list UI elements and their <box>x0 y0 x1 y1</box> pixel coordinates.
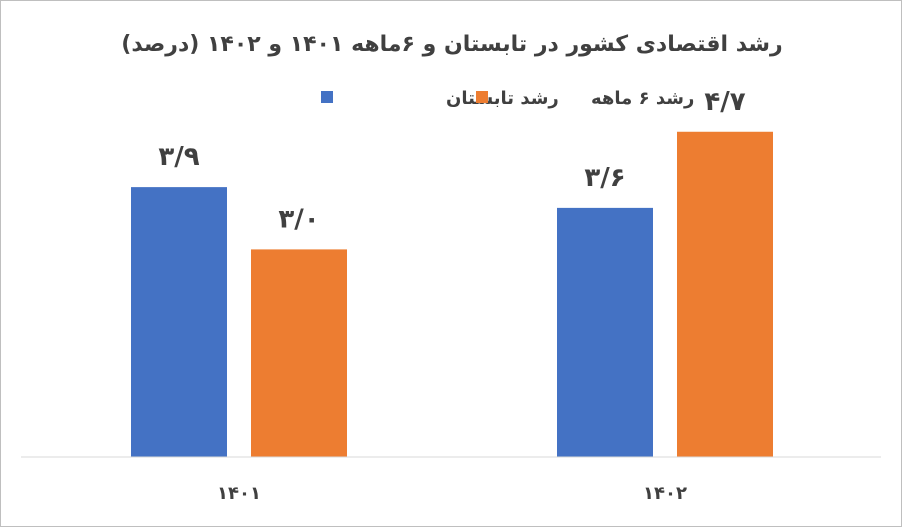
bar-1-0[interactable] <box>557 207 653 457</box>
bar-0-0[interactable] <box>131 187 227 457</box>
bar-0-1[interactable] <box>251 249 347 457</box>
category-label-1: ۱۴۰۲ <box>643 483 687 504</box>
category-labels-group: ۱۴۰۱ ۱۴۰۲ <box>217 483 687 504</box>
data-label-1-1: ۴/۷ <box>704 87 745 117</box>
legend-label-six-month: رشد ۶ ماهه <box>591 88 694 109</box>
chart-title: رشد اقتصادی کشور در تابستان و ۶ماهه ۱۴۰۱… <box>121 32 782 57</box>
legend: رشد تابستان رشد ۶ ماهه <box>321 88 694 109</box>
bars-group <box>131 131 773 457</box>
data-labels-group: ۳/۹ ۳/۰ ۳/۶ ۴/۷ <box>158 87 745 235</box>
legend-item-six-month[interactable]: رشد ۶ ماهه <box>476 88 694 109</box>
data-label-0-1: ۳/۰ <box>278 204 319 234</box>
legend-item-summer[interactable]: رشد تابستان <box>321 88 559 109</box>
legend-swatch-six-month <box>476 91 488 103</box>
legend-label-summer: رشد تابستان <box>446 88 559 109</box>
data-label-1-0: ۳/۶ <box>584 163 625 193</box>
bar-1-1[interactable] <box>677 131 773 457</box>
category-label-0: ۱۴۰۱ <box>217 483 261 504</box>
data-label-0-0: ۳/۹ <box>158 142 199 172</box>
legend-swatch-summer <box>321 91 333 103</box>
